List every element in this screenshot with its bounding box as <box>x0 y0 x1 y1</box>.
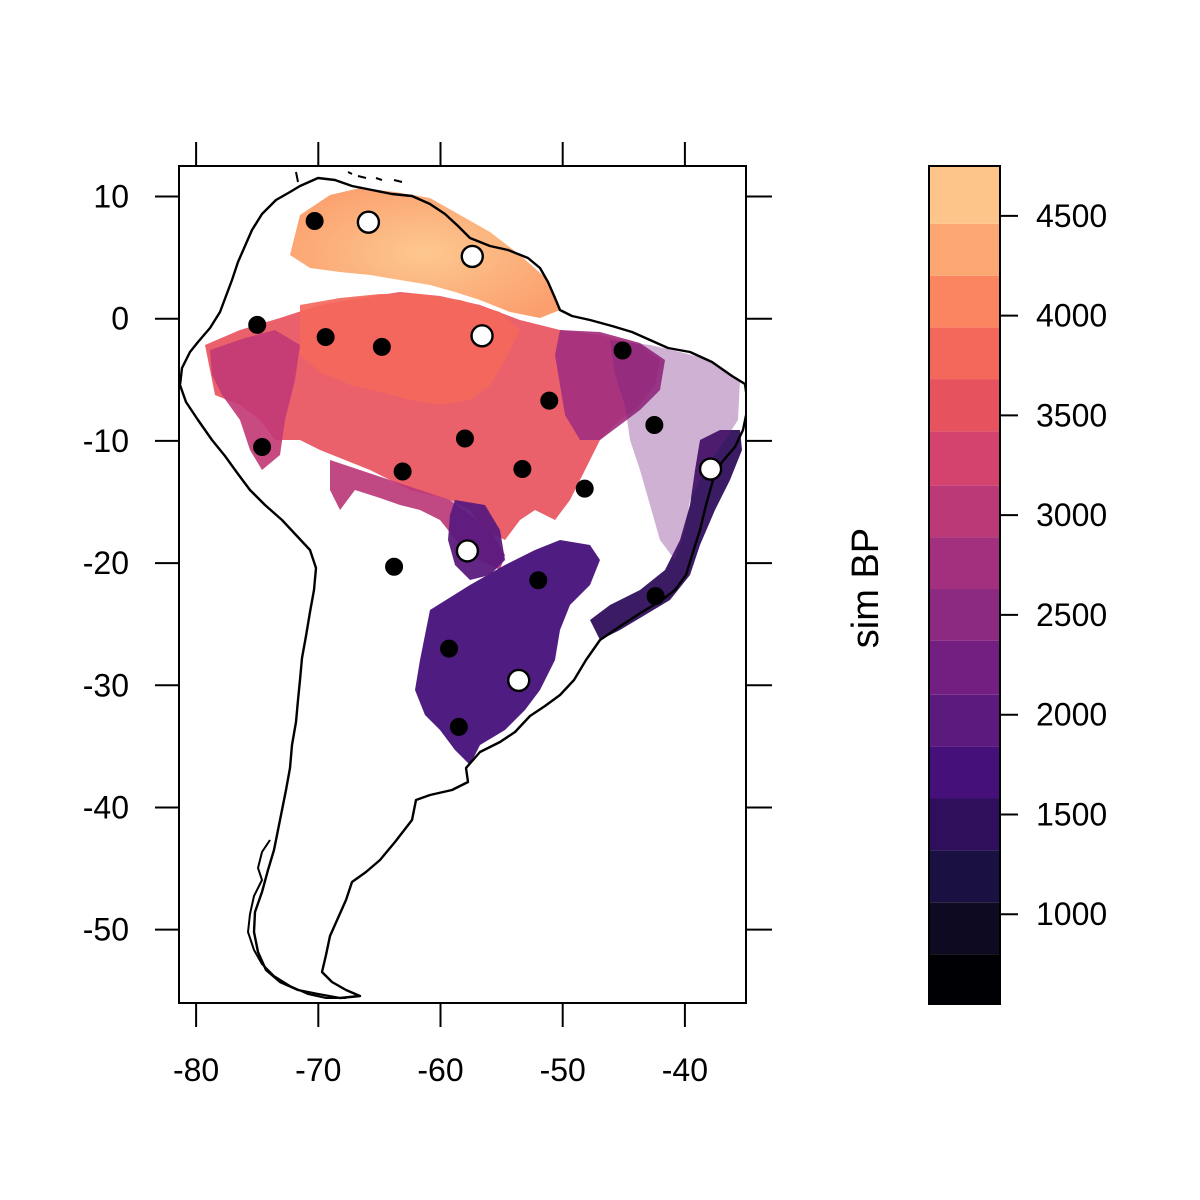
legend-tick-label: 4000 <box>1036 298 1107 334</box>
legend-bin <box>929 166 1000 224</box>
amazon-west-region <box>210 330 300 470</box>
amazon-core-region <box>300 294 520 405</box>
site-marker-open <box>460 244 484 269</box>
site-marker-filled <box>529 571 548 590</box>
y-tick-label: -30 <box>83 667 129 703</box>
site-marker-filled <box>253 438 272 457</box>
legend-bin <box>929 902 1000 955</box>
y-axis-right <box>746 195 772 931</box>
site-marker-filled <box>385 557 404 576</box>
legend-tick-label: 1000 <box>1036 896 1107 932</box>
site-markers <box>248 210 723 736</box>
x-tick-label: -40 <box>662 1052 708 1088</box>
x-axis-bottom: -80 -70 -60 -50 -40 <box>173 1003 708 1088</box>
legend-bin <box>929 798 1000 851</box>
legend-title: sim BP <box>845 528 887 648</box>
y-tick-label: -40 <box>83 789 129 825</box>
site-marker-filled <box>645 416 664 435</box>
legend-bin <box>929 275 1000 328</box>
site-marker-filled <box>540 391 559 410</box>
legend-bin <box>929 588 1000 641</box>
site-marker-filled <box>440 639 459 658</box>
site-marker-open <box>470 324 494 348</box>
site-marker-open <box>356 210 381 234</box>
site-marker-open <box>698 457 723 481</box>
site-marker-open <box>507 668 531 693</box>
legend-bin <box>929 485 1000 538</box>
legend-bin <box>929 223 1000 276</box>
legend-bin <box>929 537 1000 589</box>
site-marker-filled <box>455 429 474 448</box>
northeast-region <box>610 340 740 560</box>
site-marker-filled <box>575 479 594 498</box>
y-tick-label: 0 <box>111 301 129 337</box>
chile-fjords-outline <box>246 839 346 999</box>
site-marker-filled <box>449 717 468 736</box>
site-marker-open <box>455 539 480 563</box>
site-marker-filled <box>513 460 532 479</box>
site-marker-filled <box>316 328 335 347</box>
legend-tick-label: 3500 <box>1036 397 1107 433</box>
site-marker-filled <box>305 211 324 230</box>
x-tick-label: -50 <box>540 1052 586 1088</box>
east-amazon-region <box>555 330 665 440</box>
caribbean-islands-outline <box>295 171 403 183</box>
legend-tick-label: 1500 <box>1036 796 1107 832</box>
legend-bin <box>929 850 1000 903</box>
legend-tick-label: 2500 <box>1036 597 1107 633</box>
site-marker-filled <box>372 337 391 356</box>
site-marker-filled <box>613 341 632 360</box>
legend-bin <box>929 954 1000 1004</box>
color-legend: 1000 1500 2000 2500 3000 3500 4000 4500 sim BP <box>845 165 1107 1005</box>
legend-tick-label: 4500 <box>1036 198 1107 234</box>
parana-region <box>415 540 600 765</box>
legend-bin <box>929 379 1000 432</box>
atlantic-coast-region <box>590 430 742 640</box>
plot-panel: -80 -70 -60 -50 -40 10 0 -10 -20 -30 -40 -50 <box>83 142 772 1088</box>
x-tick-label: -70 <box>295 1052 341 1088</box>
y-tick-label: -50 <box>83 912 129 948</box>
site-marker-filled <box>393 462 412 481</box>
legend-bin <box>929 431 1000 486</box>
legend-bin <box>929 746 1000 799</box>
legend-color-bins <box>929 166 1000 1004</box>
continent-outline <box>179 176 746 1000</box>
x-axis-top <box>195 142 686 166</box>
y-tick-label: -10 <box>83 423 129 459</box>
legend-bin <box>929 694 1000 747</box>
legend-tick-label: 2000 <box>1036 697 1107 733</box>
y-tick-label: 10 <box>93 179 129 215</box>
legend-frame <box>928 165 1001 1005</box>
legend-ticks: 1000 1500 2000 2500 3000 3500 4000 4500 <box>1000 198 1107 932</box>
y-axis-left: 10 0 -10 -20 -30 -40 -50 <box>83 179 179 948</box>
y-tick-label: -20 <box>83 545 129 581</box>
legend-bin <box>929 327 1000 380</box>
x-tick-label: -60 <box>417 1052 463 1088</box>
site-marker-filled <box>646 587 665 606</box>
legend-bin <box>929 640 1000 695</box>
site-marker-filled <box>248 315 267 334</box>
panel-frame <box>178 165 747 1004</box>
legend-tick-label: 3000 <box>1036 497 1107 533</box>
x-tick-label: -80 <box>173 1052 219 1088</box>
